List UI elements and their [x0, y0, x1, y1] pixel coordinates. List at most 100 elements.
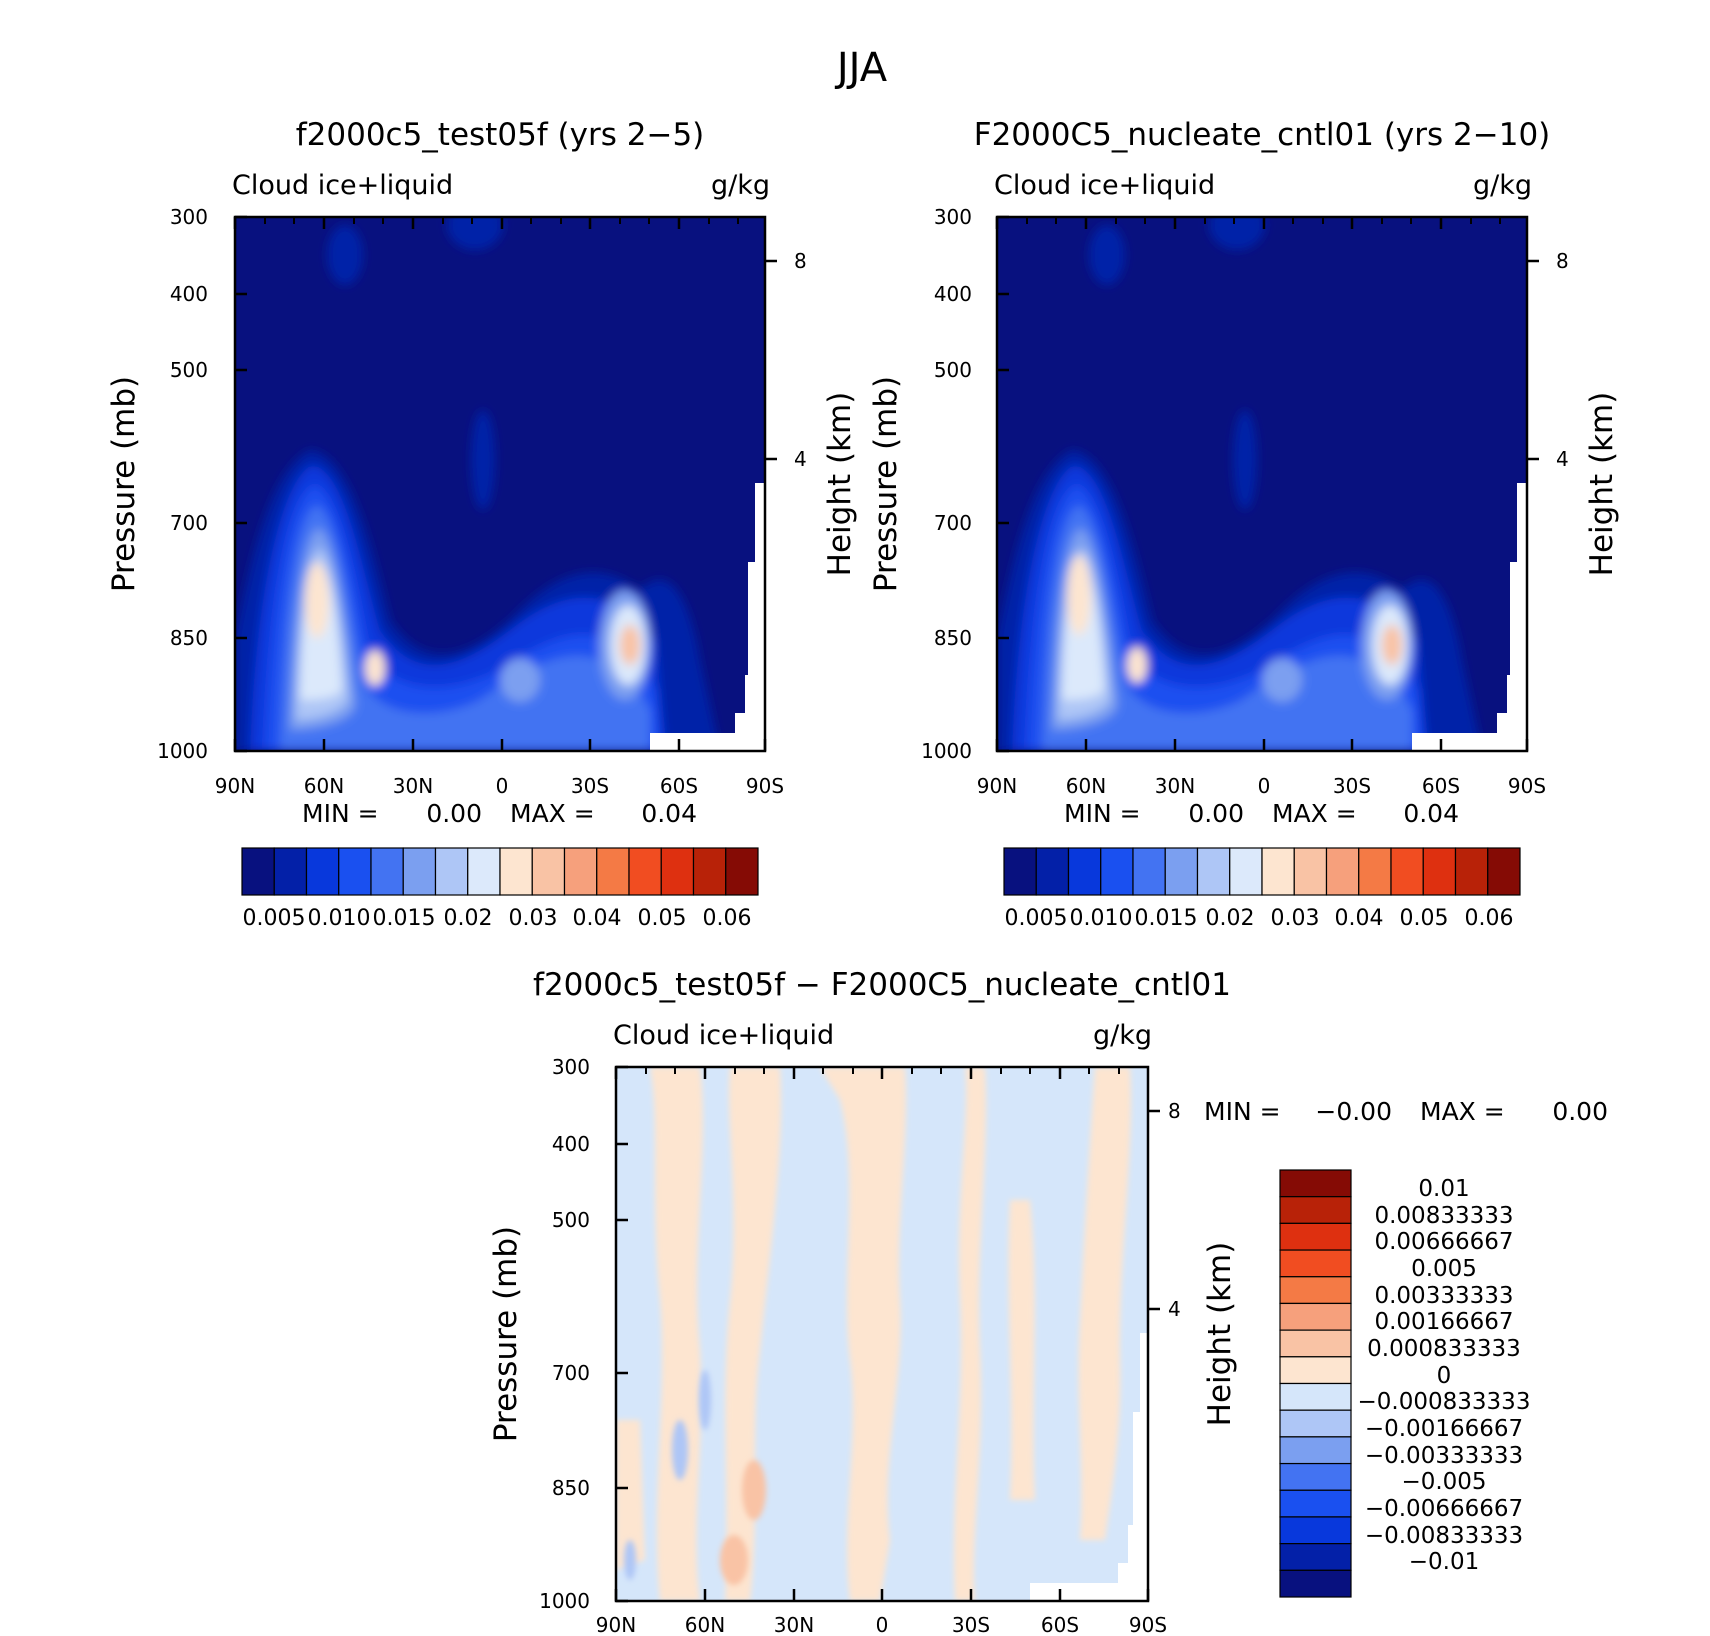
y-tick-label: 700 — [552, 1361, 590, 1385]
colorbar-swatch — [305, 847, 340, 896]
colorbar-swatch — [1487, 847, 1521, 896]
contour-field — [997, 217, 1527, 751]
contour-negative-peak — [624, 1540, 636, 1580]
contour-blob-1 — [1262, 658, 1302, 702]
max-value: 0.04 — [641, 799, 697, 828]
colorbar-swatch — [1279, 1436, 1352, 1465]
colorbar-label: 0.04 — [573, 906, 622, 931]
colorbar-swatch — [1279, 1489, 1352, 1518]
contour-peak-1 — [1067, 555, 1091, 635]
colorbar — [241, 847, 759, 896]
page-title: JJA — [834, 45, 888, 91]
y-tick-label: 700 — [934, 511, 972, 535]
colorbar-label: 0.00166667 — [1374, 1309, 1513, 1335]
max-label: MAX = — [1272, 799, 1357, 828]
colorbar-label: 0.03 — [1271, 906, 1320, 931]
colorbar-label: 0.05 — [1400, 906, 1449, 931]
min-value: −0.00 — [1315, 1097, 1392, 1126]
units-label: g/kg — [711, 170, 770, 201]
height-tick-label: 4 — [1168, 1297, 1181, 1321]
colorbar-swatch — [531, 847, 566, 896]
colorbar-label: −0.00166667 — [1365, 1416, 1523, 1442]
colorbar-swatch — [1196, 847, 1231, 896]
colorbar-swatch — [1358, 847, 1392, 896]
contour-field — [616, 1067, 1148, 1601]
x-tick-label: 90S — [1508, 774, 1546, 798]
colorbar-label: 0.010 — [308, 906, 371, 931]
y-tick-label: 400 — [170, 282, 208, 306]
colorbar-swatch — [1035, 847, 1070, 896]
y-tick-label: 500 — [934, 358, 972, 382]
contour-blob-3 — [1089, 225, 1125, 285]
height-tick-label: 8 — [1556, 249, 1569, 273]
contour-positive-band — [1008, 1200, 1035, 1500]
x-tick-label: 0 — [496, 774, 509, 798]
y-tick-label: 1000 — [921, 739, 972, 763]
contour-negative-peak — [699, 1370, 711, 1430]
y-tick-label: 850 — [170, 626, 208, 650]
colorbar-label: −0.005 — [1401, 1469, 1486, 1495]
colorbar-swatch — [402, 847, 437, 896]
x-tick-label: 60N — [685, 1613, 725, 1636]
colorbar-swatch — [1279, 1516, 1352, 1545]
contour-peak-5 — [620, 625, 640, 665]
contour-level-4 — [280, 505, 650, 751]
colorbar-swatch — [1293, 847, 1328, 896]
y-tick-label: 300 — [934, 205, 972, 229]
colorbar-swatch — [370, 847, 404, 896]
colorbar-swatch — [1279, 1276, 1352, 1305]
missing-data-mask — [650, 483, 765, 751]
colorbar-label: 0.06 — [1465, 906, 1514, 931]
colorbar-swatch — [1279, 1222, 1352, 1251]
x-tick-label: 30S — [571, 774, 609, 798]
min-max-readout: MIN = 0.00 MAX = 0.04 — [302, 799, 697, 828]
contour-peak-5 — [1382, 625, 1402, 665]
panel-difference: f2000c5_test05f − F2000C5_nucleate_cntl0… — [488, 967, 1608, 1636]
plot-frame — [614, 1065, 1160, 1603]
contour-positive-peak — [720, 1535, 748, 1585]
min-max-readout: MIN = 0.00 MAX = 0.04 — [1064, 799, 1459, 828]
max-value: 0.00 — [1552, 1097, 1608, 1126]
contour-negative-peak — [672, 1420, 688, 1480]
x-tick-labels: 90N 60N 30N 0 30S 60S 90S — [215, 774, 784, 798]
contour-positive-band — [725, 1067, 781, 1601]
panel-title: f2000c5_test05f − F2000C5_nucleate_cntl0… — [533, 967, 1231, 1003]
colorbar-swatch — [1003, 847, 1037, 896]
colorbar-swatch — [1454, 847, 1489, 896]
x-tick-label: 60S — [1041, 1613, 1079, 1636]
x-tick-label: 30N — [1155, 774, 1195, 798]
colorbar-label: 0.01 — [1418, 1176, 1469, 1202]
colorbar-swatch — [1279, 1302, 1352, 1331]
x-tick-labels: 90N 60N 30N 0 30S 60S 90S — [596, 1613, 1167, 1636]
contour-positive-band — [1078, 1067, 1131, 1540]
height-tick-label: 8 — [794, 249, 807, 273]
min-label: MIN = — [1204, 1097, 1281, 1126]
y-axis-right-title: Height (km) — [822, 392, 858, 577]
contour-blob-2 — [471, 410, 495, 510]
colorbar — [1003, 847, 1521, 896]
y-right-tick-labels: 8 4 — [1556, 249, 1569, 471]
y-tick-label: 300 — [552, 1055, 590, 1079]
contour-blob-3 — [327, 225, 363, 285]
contour-positive-band — [616, 1420, 645, 1570]
contour-peak-2 — [1127, 647, 1147, 683]
colorbar-swatch — [725, 847, 759, 896]
colorbar-label: 0.04 — [1335, 906, 1384, 931]
contour-level-4 — [1042, 505, 1412, 751]
colorbar-label: −0.00333333 — [1365, 1443, 1523, 1469]
max-value: 0.04 — [1403, 799, 1459, 828]
colorbar-label: 0 — [1437, 1363, 1452, 1389]
colorbar-swatch — [241, 847, 275, 896]
plot-frame — [995, 215, 1539, 753]
variable-label: Cloud ice+liquid — [613, 1020, 834, 1051]
colorbar-swatch — [1164, 847, 1199, 896]
colorbar-label: 0.005 — [1411, 1256, 1477, 1282]
contour-blob-4 — [1209, 217, 1265, 250]
colorbar-swatch — [1279, 1356, 1352, 1385]
colorbar-swatch — [1422, 847, 1457, 896]
contour-blob-1 — [500, 658, 540, 702]
colorbar-label: 0.00833333 — [1374, 1203, 1513, 1229]
colorbar-swatch — [1100, 847, 1134, 896]
contour-positive-band — [650, 1067, 703, 1601]
x-tick-label: 90S — [746, 774, 784, 798]
